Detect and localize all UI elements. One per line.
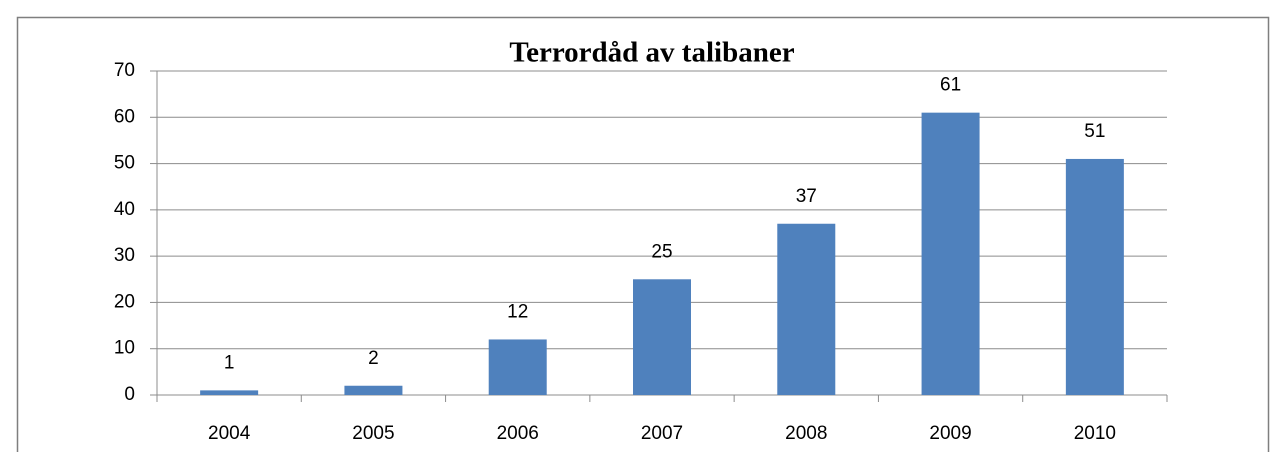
chart-title: Terrordåd av talibaner: [509, 37, 794, 69]
y-tick-label: 10: [114, 338, 135, 359]
y-tick-label: 40: [114, 199, 135, 220]
bar: [1065, 158, 1124, 395]
bar: [200, 390, 259, 395]
x-tick-label: 2006: [497, 423, 539, 444]
bar: [777, 223, 836, 395]
data-label: 37: [796, 186, 817, 207]
bar: [921, 112, 980, 396]
data-label: 1: [224, 352, 235, 373]
data-label: 25: [651, 241, 672, 262]
y-tick-label: 70: [114, 60, 135, 81]
data-label: 61: [940, 75, 961, 96]
y-tick-label: 0: [124, 384, 135, 405]
x-tick-label: 2010: [1074, 423, 1116, 444]
bar: [344, 385, 403, 395]
x-tick-label: 2004: [208, 423, 251, 444]
y-tick-label: 60: [114, 106, 135, 127]
data-label: 2: [368, 348, 379, 369]
x-tick-label: 2005: [352, 423, 394, 444]
y-tick-label: 50: [114, 153, 135, 174]
y-tick-label: 20: [114, 291, 135, 312]
bar: [633, 279, 691, 395]
x-tick-label: 2008: [785, 423, 827, 444]
data-label: 12: [507, 301, 528, 322]
x-tick-label: 2007: [641, 423, 683, 444]
chart-border: [16, 16, 1270, 452]
x-tick-label: 2009: [929, 423, 971, 444]
bar: [488, 339, 547, 395]
y-tick-label: 30: [114, 245, 135, 266]
data-label: 51: [1084, 121, 1105, 142]
